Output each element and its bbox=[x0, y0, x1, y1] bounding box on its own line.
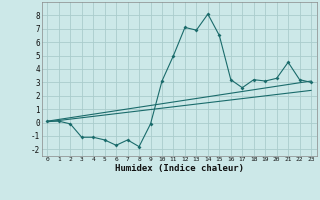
X-axis label: Humidex (Indice chaleur): Humidex (Indice chaleur) bbox=[115, 164, 244, 173]
